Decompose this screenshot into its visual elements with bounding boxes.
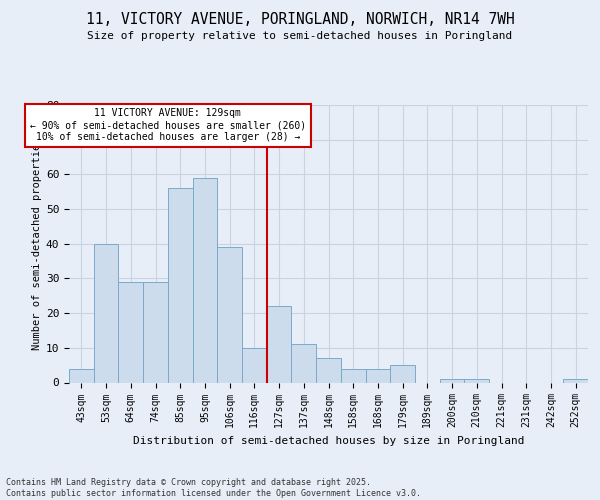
- Bar: [193, 178, 217, 382]
- Bar: [217, 247, 242, 382]
- Text: 11, VICTORY AVENUE, PORINGLAND, NORWICH, NR14 7WH: 11, VICTORY AVENUE, PORINGLAND, NORWICH,…: [86, 12, 514, 28]
- Bar: [267, 306, 292, 382]
- Bar: [316, 358, 341, 382]
- Bar: [563, 379, 588, 382]
- Y-axis label: Number of semi-detached properties: Number of semi-detached properties: [32, 138, 41, 350]
- Bar: [143, 282, 168, 382]
- Bar: [390, 365, 415, 382]
- Bar: [341, 368, 365, 382]
- Text: Size of property relative to semi-detached houses in Poringland: Size of property relative to semi-detach…: [88, 31, 512, 41]
- Bar: [168, 188, 193, 382]
- Bar: [365, 368, 390, 382]
- Text: Contains HM Land Registry data © Crown copyright and database right 2025.
Contai: Contains HM Land Registry data © Crown c…: [6, 478, 421, 498]
- Bar: [292, 344, 316, 383]
- Bar: [440, 379, 464, 382]
- Bar: [464, 379, 489, 382]
- Bar: [242, 348, 267, 382]
- Bar: [69, 368, 94, 382]
- X-axis label: Distribution of semi-detached houses by size in Poringland: Distribution of semi-detached houses by …: [133, 436, 524, 446]
- Bar: [94, 244, 118, 382]
- Bar: [118, 282, 143, 382]
- Text: 11 VICTORY AVENUE: 129sqm
← 90% of semi-detached houses are smaller (260)
10% of: 11 VICTORY AVENUE: 129sqm ← 90% of semi-…: [30, 108, 306, 142]
